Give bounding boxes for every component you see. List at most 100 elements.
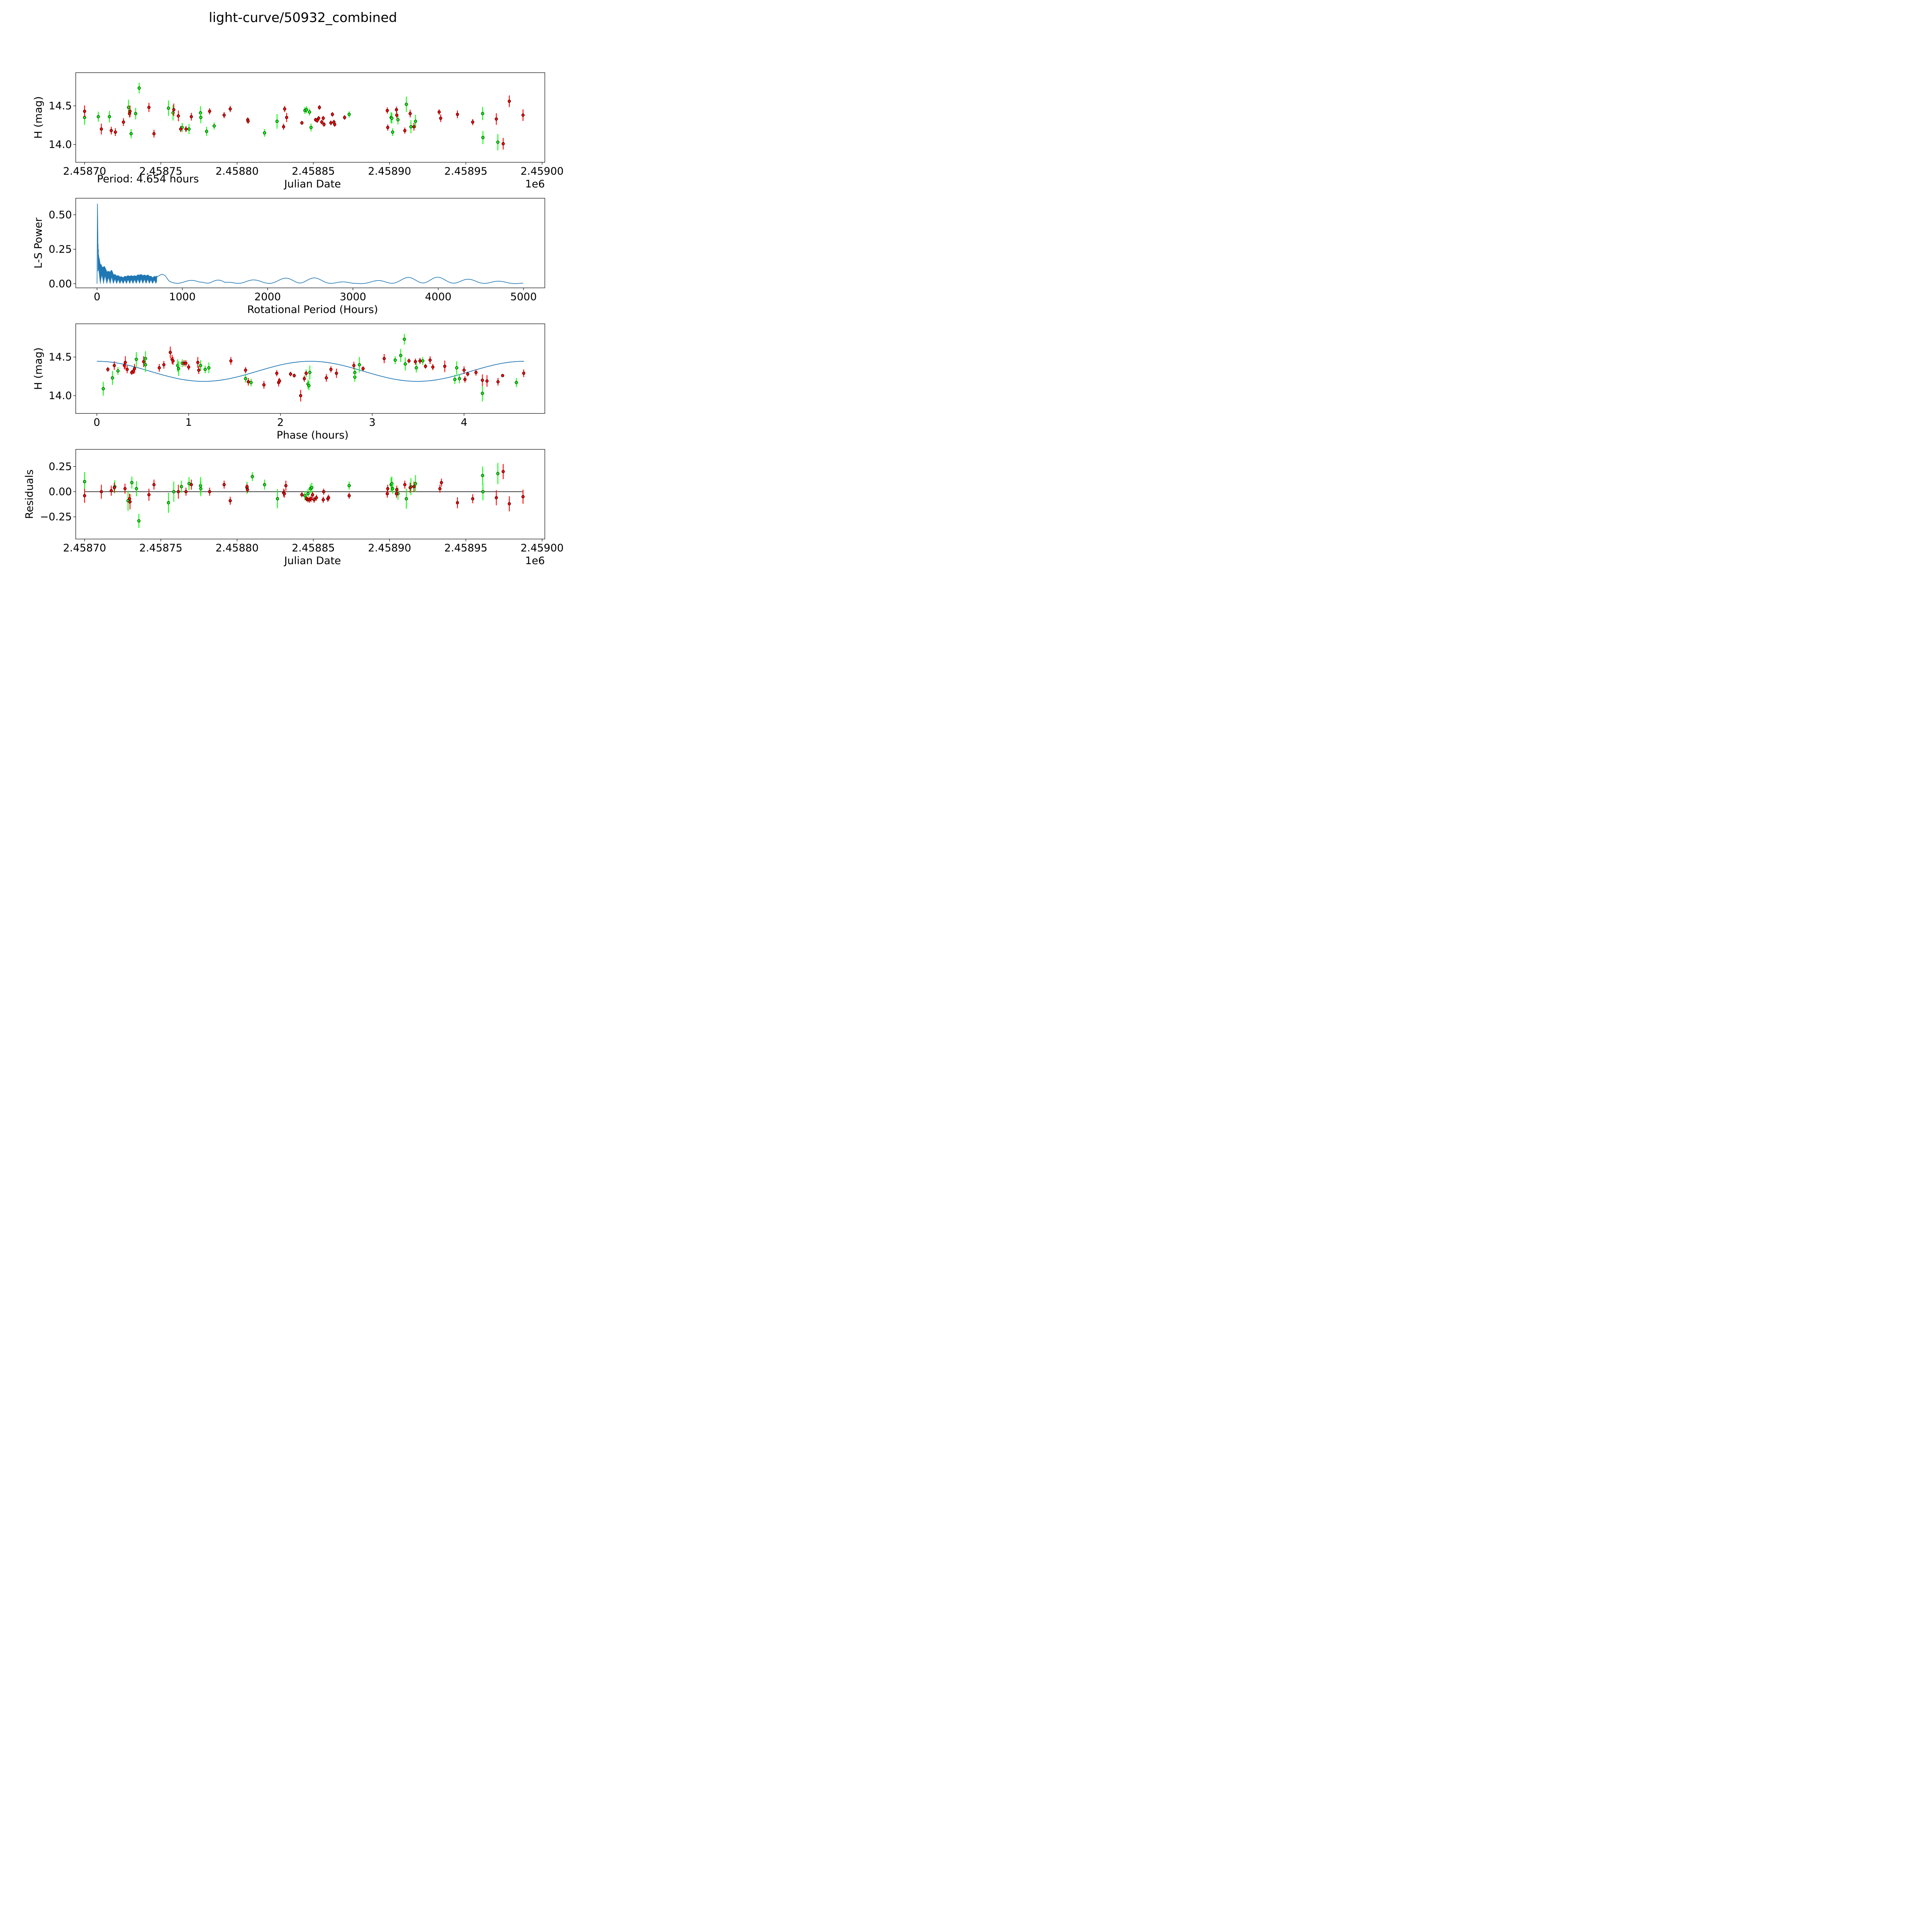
y-tick-label: −0.25 xyxy=(40,511,72,523)
data-point xyxy=(133,367,136,371)
data-point xyxy=(331,112,334,116)
data-point xyxy=(485,379,489,383)
data-point xyxy=(322,490,325,493)
data-point xyxy=(418,359,422,363)
data-point xyxy=(310,486,314,490)
data-point xyxy=(347,112,351,116)
data-point xyxy=(171,359,175,363)
x-tick-label: 2.45890 xyxy=(368,542,411,554)
data-point xyxy=(315,496,318,500)
data-point xyxy=(353,371,357,374)
data-point xyxy=(481,474,485,477)
data-point xyxy=(299,394,303,398)
data-point xyxy=(352,364,355,367)
x-tick-label: 2.45870 xyxy=(63,165,106,177)
data-point xyxy=(228,107,232,111)
plot-area-phased xyxy=(97,334,526,401)
series-green xyxy=(83,83,500,150)
data-point xyxy=(190,115,193,119)
data-point xyxy=(412,125,416,129)
x-tick-label: 2.45875 xyxy=(139,165,182,177)
data-point xyxy=(130,481,134,485)
data-point xyxy=(184,490,188,493)
data-point xyxy=(128,497,131,500)
data-point xyxy=(307,384,311,388)
data-point xyxy=(502,470,505,473)
data-point xyxy=(495,496,498,500)
data-point xyxy=(403,362,407,366)
model-curve xyxy=(97,361,524,382)
data-point xyxy=(263,131,266,135)
x-tick-label: 2.45895 xyxy=(444,165,488,177)
data-point xyxy=(278,379,281,383)
data-point xyxy=(481,112,485,116)
data-point xyxy=(428,358,432,362)
data-point xyxy=(305,108,308,112)
data-point xyxy=(390,116,394,120)
data-point xyxy=(325,376,328,380)
data-point xyxy=(309,126,313,129)
data-point xyxy=(244,377,247,381)
x-tick-label: 1000 xyxy=(169,291,196,303)
data-point xyxy=(177,114,180,118)
data-point xyxy=(263,483,266,486)
data-point xyxy=(123,487,127,490)
x-tick-label: 3000 xyxy=(340,291,366,303)
data-point xyxy=(521,495,525,498)
data-point xyxy=(383,357,386,361)
x-offset-label: 1e6 xyxy=(525,555,545,567)
data-point xyxy=(134,357,138,361)
data-point xyxy=(471,497,474,500)
data-point xyxy=(393,358,397,362)
data-point xyxy=(112,364,116,367)
data-point xyxy=(125,367,129,371)
data-point xyxy=(177,490,180,493)
x-tick-label: 3 xyxy=(369,417,376,429)
data-point xyxy=(311,493,315,497)
data-point xyxy=(403,483,406,486)
data-point xyxy=(245,485,249,488)
x-tick-label: 2.45885 xyxy=(292,165,335,177)
data-point xyxy=(408,486,412,490)
data-point xyxy=(329,121,333,125)
data-point xyxy=(190,483,193,486)
axes-frame xyxy=(75,449,545,539)
data-point xyxy=(386,487,389,490)
data-point xyxy=(184,361,188,365)
series-green xyxy=(102,334,518,401)
data-point xyxy=(114,130,117,134)
data-point xyxy=(129,132,133,136)
data-point xyxy=(187,127,191,131)
data-point xyxy=(222,483,226,486)
data-point xyxy=(321,116,325,120)
data-point xyxy=(284,484,287,487)
axes-frame xyxy=(75,72,545,163)
data-point xyxy=(147,493,151,497)
axes-frame xyxy=(75,323,545,414)
data-point xyxy=(172,108,175,112)
data-point xyxy=(395,488,398,492)
data-point xyxy=(327,496,330,500)
panel-phased: 0 1 2 3 4 14.0 14.5 Phase (hours) H (mag) xyxy=(32,323,545,441)
data-point xyxy=(128,109,132,113)
data-point xyxy=(303,377,306,381)
y-axis-label: L-S Power xyxy=(32,217,44,269)
data-point xyxy=(187,365,190,369)
data-point xyxy=(415,366,418,370)
data-point xyxy=(462,368,466,372)
figure-title: light-curve/50932_combined xyxy=(209,10,397,26)
x-tick-label: 2.45880 xyxy=(216,165,259,177)
panel-periodogram: 0 1000 2000 3000 4000 5000 0.00 0.25 0.50 Rotatio… xyxy=(32,198,545,316)
data-point xyxy=(405,102,408,106)
data-point xyxy=(179,127,182,131)
data-point xyxy=(439,116,442,120)
data-point xyxy=(443,364,447,368)
panel-lightcurve: 2.45870 2.45875 2.45880 2.45885 2.45890 2.458… xyxy=(32,72,564,190)
data-point xyxy=(246,119,250,123)
data-point xyxy=(361,367,365,371)
data-point xyxy=(247,380,250,384)
x-tick-label: 0 xyxy=(94,291,100,303)
data-point xyxy=(386,109,389,112)
data-point xyxy=(424,364,427,368)
data-point xyxy=(347,484,351,487)
